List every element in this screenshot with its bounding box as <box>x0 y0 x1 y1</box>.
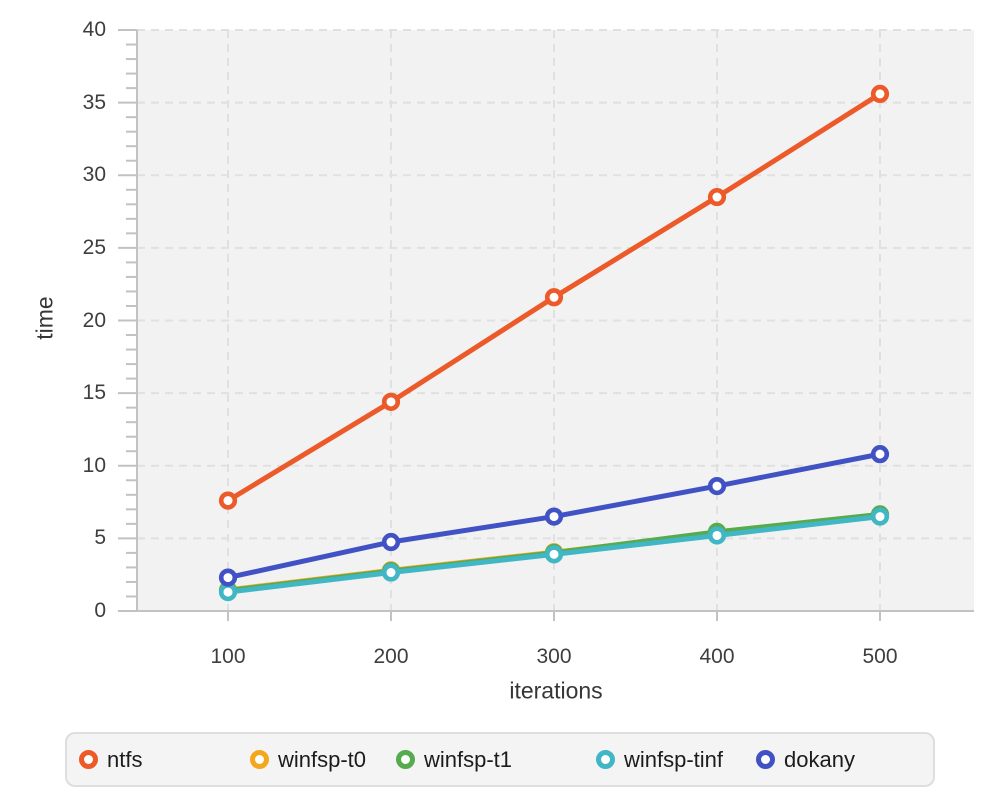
legend-label: winfsp-t0 <box>278 746 367 772</box>
point-winfsp-tinf-200 <box>381 563 401 582</box>
point-winfsp-tinf-300 <box>544 545 564 564</box>
x-tick-label-500: 500 <box>862 645 898 668</box>
legend-label: dokany <box>784 746 855 772</box>
y-tick-label-25: 25 <box>82 235 106 259</box>
point-ntfs-100 <box>218 491 238 510</box>
legend-marker-winfsp-t0 <box>250 750 269 769</box>
legend-item-winfsp-t0: winfsp-t0 <box>250 747 366 773</box>
series-dokany <box>218 445 890 587</box>
point-winfsp-tinf-400 <box>707 526 727 545</box>
x-tick-label-400: 400 <box>699 645 735 668</box>
legend-label: ntfs <box>107 746 143 772</box>
legend-marker-winfsp-t1 <box>396 750 415 769</box>
point-ntfs-200 <box>381 392 401 411</box>
x-axis-title: iterations <box>509 677 603 704</box>
point-winfsp-tinf-500 <box>870 507 890 526</box>
legend-item-dokany: dokany <box>756 747 855 773</box>
point-ntfs-300 <box>544 288 564 307</box>
y-tick-label-30: 30 <box>82 163 106 187</box>
y-tick-label-35: 35 <box>82 90 106 114</box>
point-dokany-100 <box>218 568 238 587</box>
legend-item-winfsp-t1: winfsp-t1 <box>396 747 512 773</box>
point-winfsp-tinf-100 <box>218 583 238 602</box>
x-tick-label-100: 100 <box>210 645 246 668</box>
y-tick-label-15: 15 <box>82 381 106 405</box>
y-tick-label-20: 20 <box>82 308 106 332</box>
point-ntfs-500 <box>870 84 890 104</box>
series-winfsp-tinf <box>218 507 890 602</box>
y-tick-label-5: 5 <box>94 526 106 550</box>
x-tick-label-200: 200 <box>373 645 409 668</box>
y-tick-label-10: 10 <box>82 453 106 477</box>
point-dokany-500 <box>870 445 890 464</box>
legend-label: winfsp-t1 <box>424 746 513 772</box>
x-tick-label-300: 300 <box>536 645 572 668</box>
point-dokany-200 <box>381 532 401 552</box>
y-axis-title: time <box>31 296 58 340</box>
y-tick-label-40: 40 <box>82 18 106 41</box>
y-tick-label-0: 0 <box>94 599 106 622</box>
legend: ntfs winfsp-t0 winfsp-t1 winfsp-tinf dokany <box>65 732 935 787</box>
point-dokany-300 <box>544 507 564 526</box>
legend-label: winfsp-tinf <box>624 746 724 772</box>
point-dokany-400 <box>707 476 727 496</box>
point-ntfs-400 <box>707 187 727 207</box>
legend-marker-dokany <box>756 750 775 769</box>
series-ntfs <box>218 84 890 510</box>
legend-item-winfsp-tinf: winfsp-tinf <box>596 747 723 773</box>
legend-item-ntfs: ntfs <box>79 747 142 773</box>
legend-marker-winfsp-tinf <box>596 750 615 769</box>
legend-marker-ntfs <box>79 750 98 769</box>
